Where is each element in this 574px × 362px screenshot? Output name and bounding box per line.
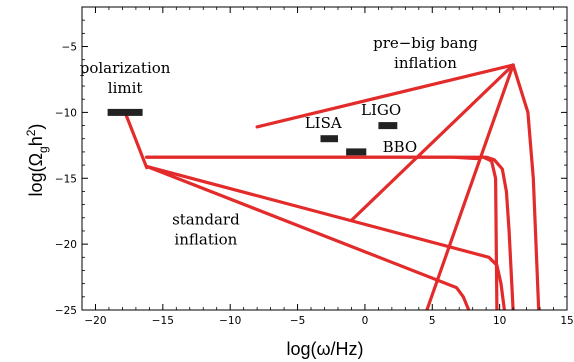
series-curve-4 bbox=[145, 164, 471, 310]
annotation-line: standard bbox=[172, 210, 240, 228]
series-curve-5 bbox=[145, 155, 481, 161]
bbo-marker bbox=[346, 148, 367, 156]
x-tick-label: 15 bbox=[560, 315, 573, 327]
annotation-line: BBO bbox=[383, 138, 418, 156]
annotation-ligo: LIGO bbox=[361, 101, 401, 119]
polarization-limit-marker bbox=[107, 108, 143, 116]
annotation-lisa: LISA bbox=[305, 114, 342, 132]
series-curve-7 bbox=[255, 63, 541, 310]
annotation-line: inflation bbox=[394, 54, 457, 72]
x-tick-label: −10 bbox=[219, 315, 241, 327]
annotation-line: limit bbox=[108, 79, 143, 97]
annotation-polarization: polarization limit bbox=[80, 59, 171, 97]
x-tick-label: −20 bbox=[84, 315, 106, 327]
y-tick-label: −20 bbox=[55, 239, 77, 251]
annotation-line: LISA bbox=[305, 114, 342, 132]
series-curve-8 bbox=[425, 63, 515, 310]
curves-layer bbox=[123, 63, 541, 310]
annotation-line: polarization bbox=[80, 59, 171, 77]
markers-layer bbox=[107, 108, 398, 156]
x-tick-label: 5 bbox=[429, 315, 436, 327]
y-tick-label: −10 bbox=[55, 107, 77, 119]
annotation-pre-big-bang: pre−big bang inflation bbox=[373, 34, 478, 72]
annotation-standard: standard inflation bbox=[172, 210, 240, 248]
x-tick-label: 0 bbox=[362, 315, 369, 327]
x-axis-title: log(ω/Hz) bbox=[286, 339, 363, 359]
lisa-marker bbox=[320, 135, 338, 143]
x-tick-label: −15 bbox=[152, 315, 174, 327]
annotation-bbo: BBO bbox=[383, 138, 418, 156]
series-curve-1 bbox=[123, 110, 149, 170]
annotation-line: inflation bbox=[174, 230, 237, 248]
ticks-layer: −20 −15 −10 −5 0 5 10 15 −5 −10 −15 −20 −25 bbox=[55, 6, 574, 327]
annotation-line: LIGO bbox=[361, 101, 401, 119]
y-tick-label: −5 bbox=[62, 42, 77, 54]
y-tick-label: −25 bbox=[55, 305, 77, 317]
series-curve-6 bbox=[481, 155, 499, 310]
y-tick-label: −15 bbox=[55, 173, 77, 185]
x-tick-label: −5 bbox=[290, 315, 305, 327]
annotations-layer: pre−big bang inflation polarization limit st… bbox=[80, 34, 479, 249]
y-axis-title: log(Ωgh2) bbox=[24, 124, 50, 197]
series-curve-9 bbox=[349, 63, 515, 222]
annotation-line: pre−big bang bbox=[373, 34, 478, 52]
ligo-marker bbox=[378, 122, 398, 130]
x-tick-label: 10 bbox=[493, 315, 506, 327]
